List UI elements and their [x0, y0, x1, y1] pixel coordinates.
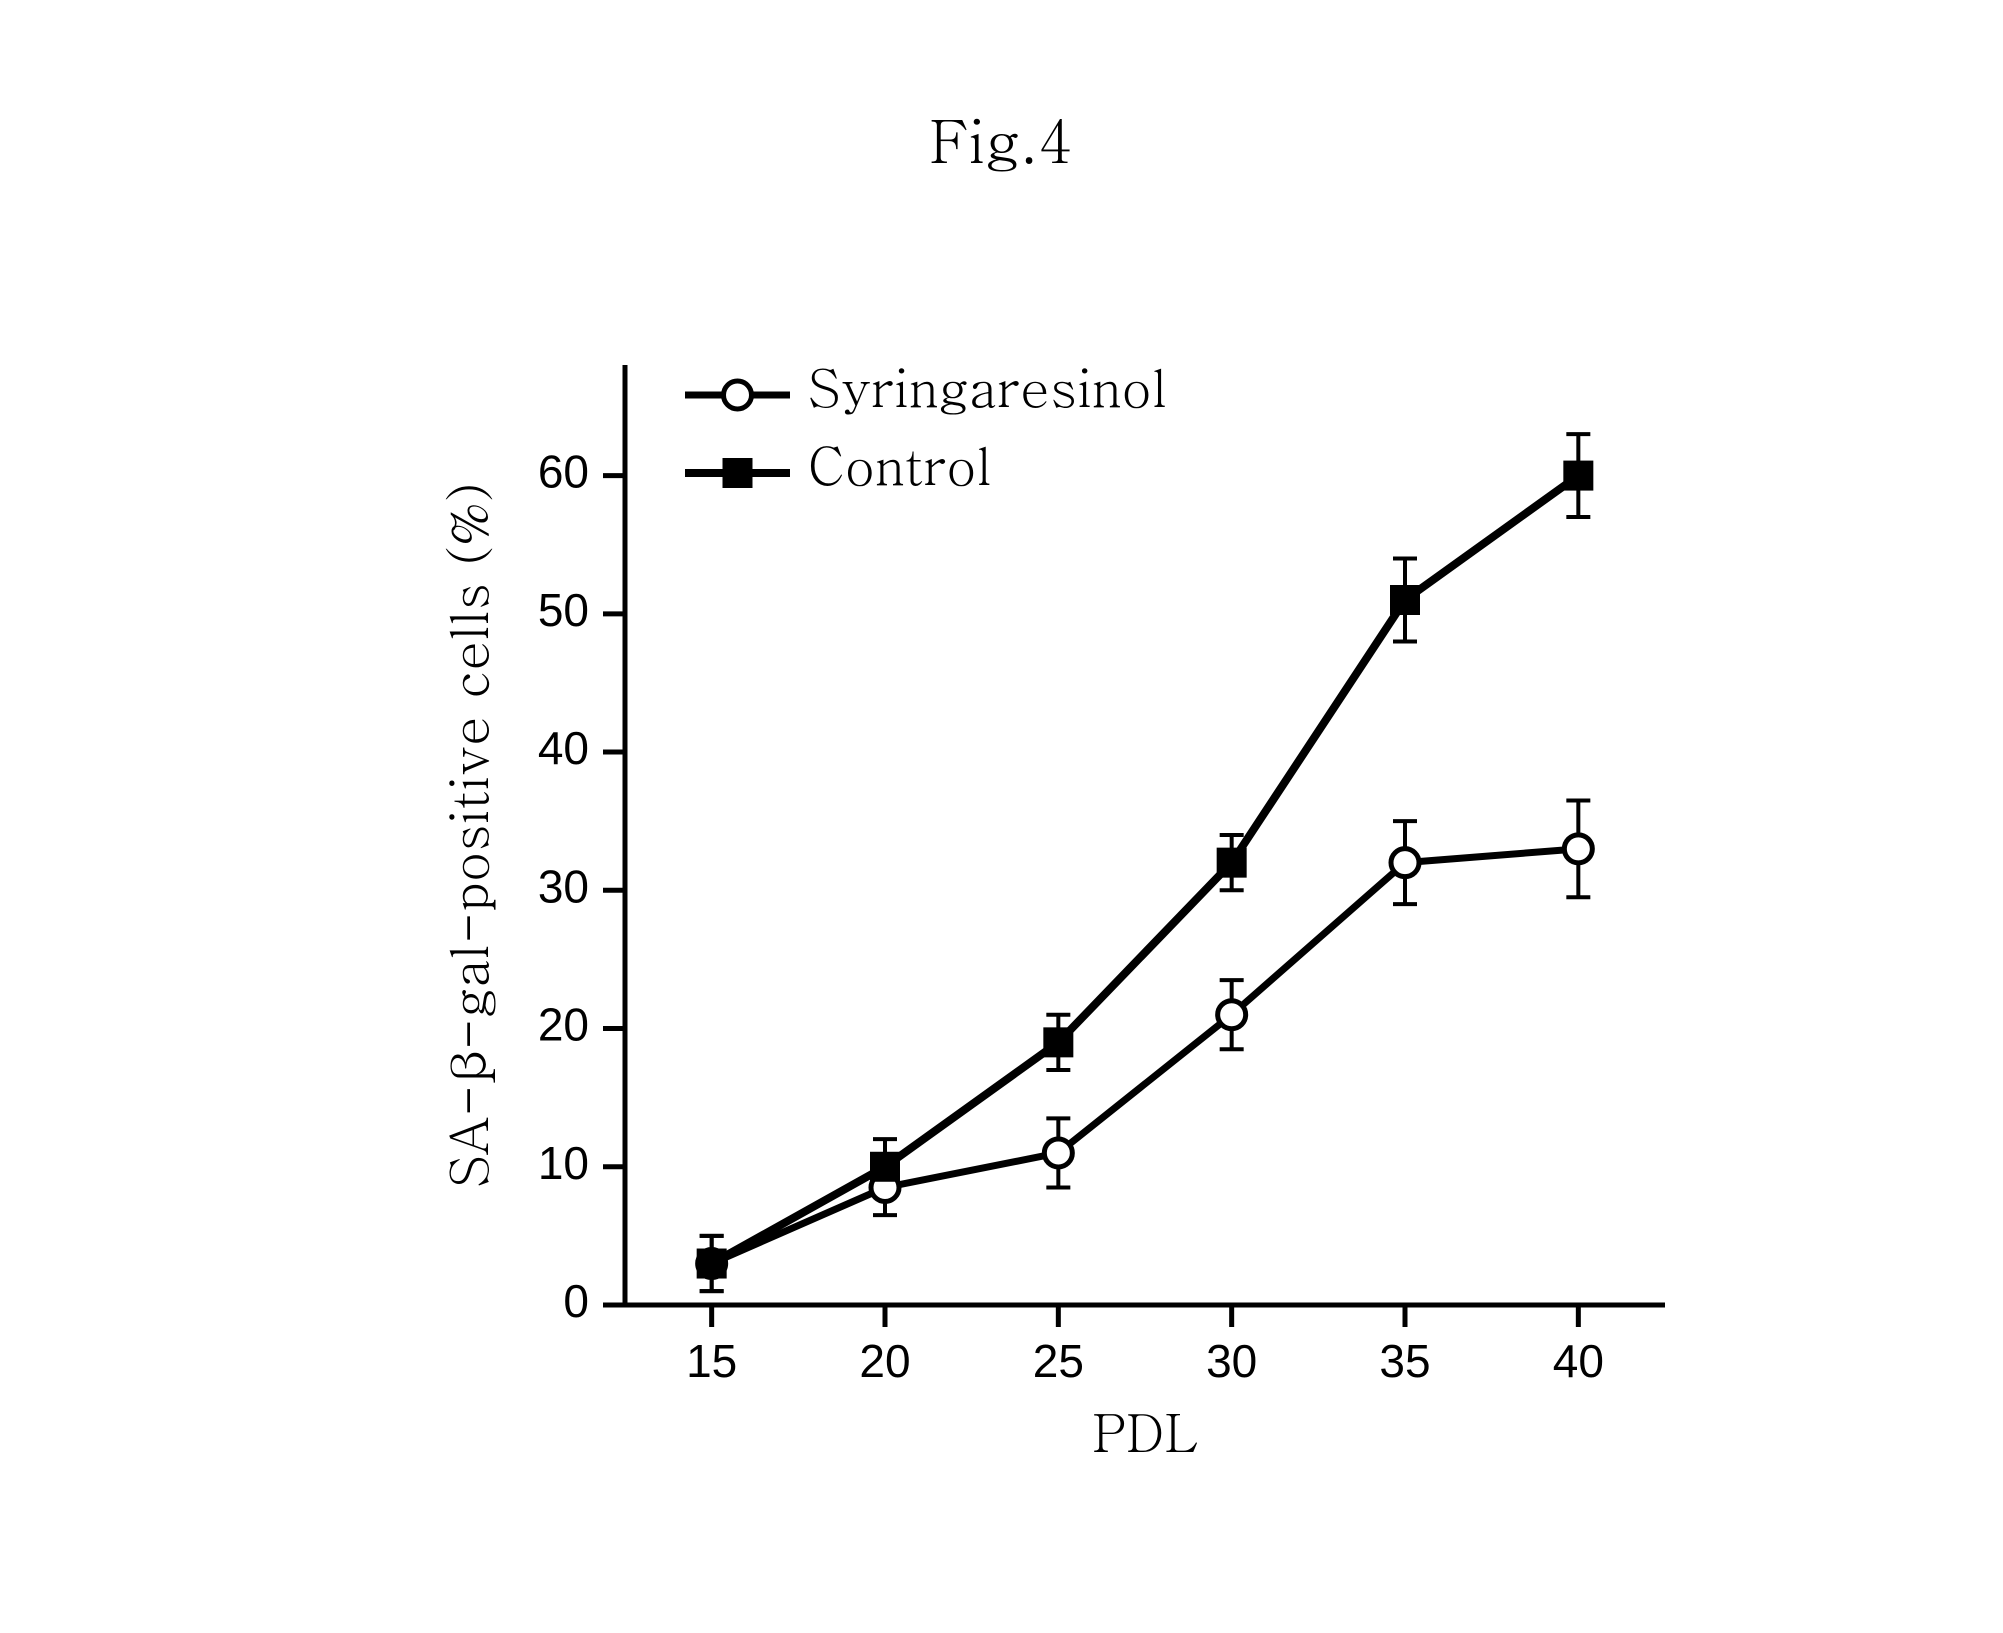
data-marker-square: [1043, 1027, 1073, 1057]
chart-container: 0 10 20 30 40 50 60 15 20 25 30 35 40 PDL SA-β-gal-pos…: [375, 335, 1725, 1475]
data-marker-circle: [1391, 849, 1419, 877]
series-line-0: [712, 849, 1579, 1264]
x-tick-label: 15: [686, 1335, 737, 1387]
y-tick-label: 0: [563, 1275, 589, 1327]
data-marker-square: [1217, 848, 1247, 878]
x-tick-label: 40: [1553, 1335, 1604, 1387]
data-marker-square: [870, 1152, 900, 1182]
series-line-1: [712, 476, 1579, 1264]
figure-title: Fig.4: [0, 95, 2003, 180]
x-tick-label: 30: [1206, 1335, 1257, 1387]
data-marker-square: [1563, 461, 1593, 491]
legend-label: Control: [808, 426, 992, 500]
legend-marker-square: [723, 458, 753, 488]
x-axis-label: PDL: [1092, 1393, 1197, 1467]
y-axis-label: SA-β-gal-positive cells (%): [429, 482, 503, 1188]
legend-marker-circle: [724, 381, 752, 409]
x-tick-label: 35: [1379, 1335, 1430, 1387]
y-tick-label: 60: [538, 446, 589, 498]
data-marker-circle: [1564, 835, 1592, 863]
data-marker-circle: [1044, 1139, 1072, 1167]
data-marker-circle: [1218, 1001, 1246, 1029]
y-tick-label: 50: [538, 584, 589, 636]
y-tick-label: 20: [538, 999, 589, 1051]
data-marker-square: [1390, 585, 1420, 615]
x-tick-label: 25: [1033, 1335, 1084, 1387]
y-tick-label: 10: [538, 1137, 589, 1189]
y-tick-label: 40: [538, 722, 589, 774]
legend-label: Syringaresinol: [808, 348, 1167, 422]
y-tick-label: 30: [538, 860, 589, 912]
legend: SyringaresinolControl: [685, 348, 1167, 500]
line-chart: 0 10 20 30 40 50 60 15 20 25 30 35 40 PDL SA-β-gal-pos…: [375, 335, 1725, 1475]
x-tick-label: 20: [859, 1335, 910, 1387]
data-marker-square: [697, 1249, 727, 1279]
